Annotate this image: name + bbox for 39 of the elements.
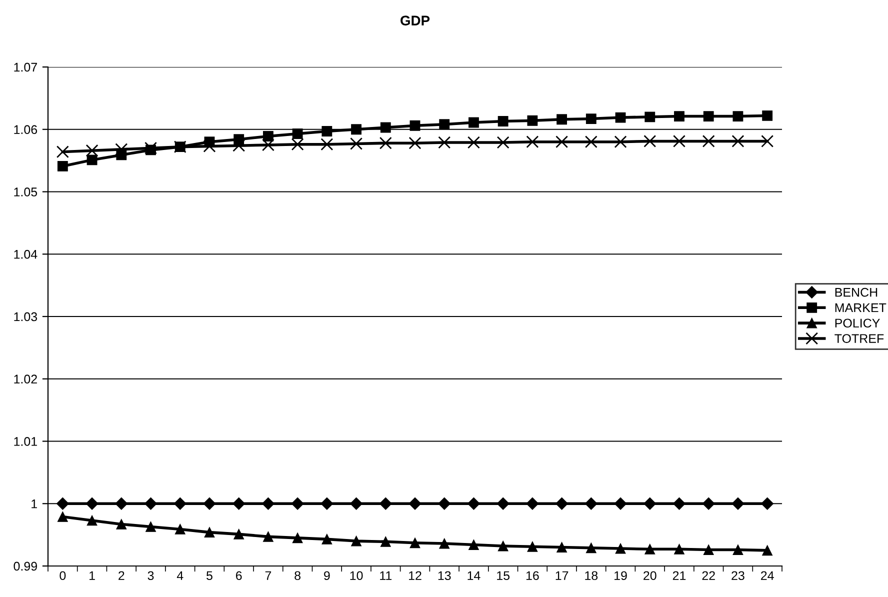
x-tick-label: 8 — [294, 571, 300, 580]
x-tick-label: 5 — [206, 571, 212, 580]
x-tick-label: 3 — [148, 571, 154, 580]
y-tick-label: 0.99 — [14, 562, 37, 571]
y-tick-label: 1.02 — [14, 374, 37, 384]
legend-label: TOTREF — [834, 334, 884, 343]
legend-label: MARKET — [835, 303, 886, 312]
x-tick-label: 4 — [176, 571, 184, 580]
y-tick-label: 1.06 — [14, 125, 38, 134]
x-tick-label: 21 — [672, 571, 686, 580]
y-tick-label: 1.07 — [14, 62, 37, 72]
x-tick-label: 18 — [585, 571, 598, 580]
x-tick-label: 12 — [409, 571, 422, 580]
y-tick-label: 1.03 — [14, 312, 38, 322]
legend-label: BENCH — [835, 288, 878, 297]
x-tick-label: 23 — [732, 571, 744, 580]
x-tick-label: 22 — [702, 571, 715, 580]
x-tick-label: 6 — [236, 571, 242, 580]
y-tick-label: 1.01 — [14, 437, 37, 446]
x-tick-label: 14 — [468, 571, 480, 580]
x-tick-label: 20 — [644, 571, 656, 580]
x-tick-label: 24 — [761, 571, 774, 580]
x-tick-label: 7 — [265, 571, 272, 580]
y-tick-label: 1.05 — [14, 188, 38, 196]
x-tick-label: 1 — [90, 571, 95, 580]
x-tick-label: 13 — [438, 571, 451, 580]
x-tick-label: 10 — [350, 571, 363, 580]
x-tick-label: 15 — [497, 571, 510, 580]
x-tick-label: 9 — [324, 571, 330, 580]
x-tick-label: 19 — [614, 571, 627, 580]
x-tick-label: 17 — [556, 571, 568, 580]
chart-title: GDP — [400, 16, 430, 26]
x-tick-label: 2 — [118, 571, 124, 580]
y-tick-label: 1.04 — [14, 250, 38, 259]
x-tick-label: 11 — [380, 571, 392, 580]
y-tick-label: 1 — [32, 500, 37, 508]
x-tick-label: 0 — [60, 571, 66, 580]
legend-label: POLICY — [835, 318, 880, 328]
x-tick-label: 16 — [526, 571, 539, 580]
